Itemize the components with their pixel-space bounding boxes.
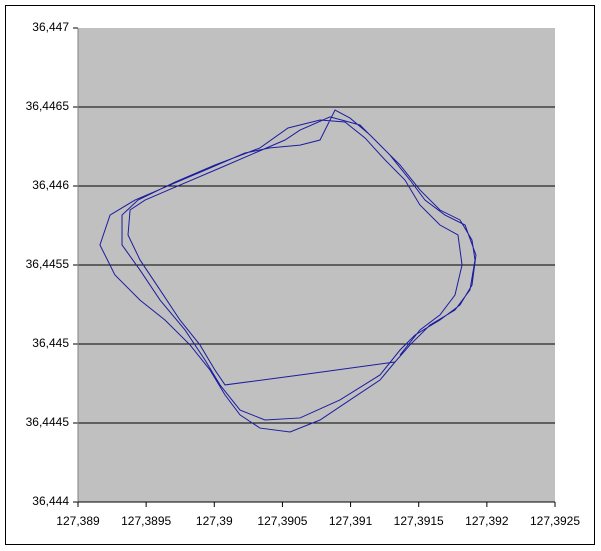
x-tick-label: 127,3915 [394, 514, 444, 528]
x-tick-label: 127,392 [465, 514, 509, 528]
x-tick-label: 127,3925 [530, 514, 580, 528]
y-tick-label: 36,444 [32, 494, 69, 508]
x-tick-label: 127,391 [329, 514, 373, 528]
y-tick-label: 36,445 [32, 336, 69, 350]
y-tick-label: 36,447 [32, 20, 69, 34]
y-tick-label: 36,4445 [26, 415, 70, 429]
x-tick-label: 127,3905 [257, 514, 307, 528]
y-tick-label: 36,4455 [26, 257, 70, 271]
x-tick-label: 127,389 [56, 514, 100, 528]
x-tick-label: 127,3895 [121, 514, 171, 528]
y-tick-label: 36,446 [32, 178, 69, 192]
y-tick-label: 36,4465 [26, 99, 70, 113]
data-line [99, 109, 477, 433]
x-tick-label: 127,39 [196, 514, 233, 528]
